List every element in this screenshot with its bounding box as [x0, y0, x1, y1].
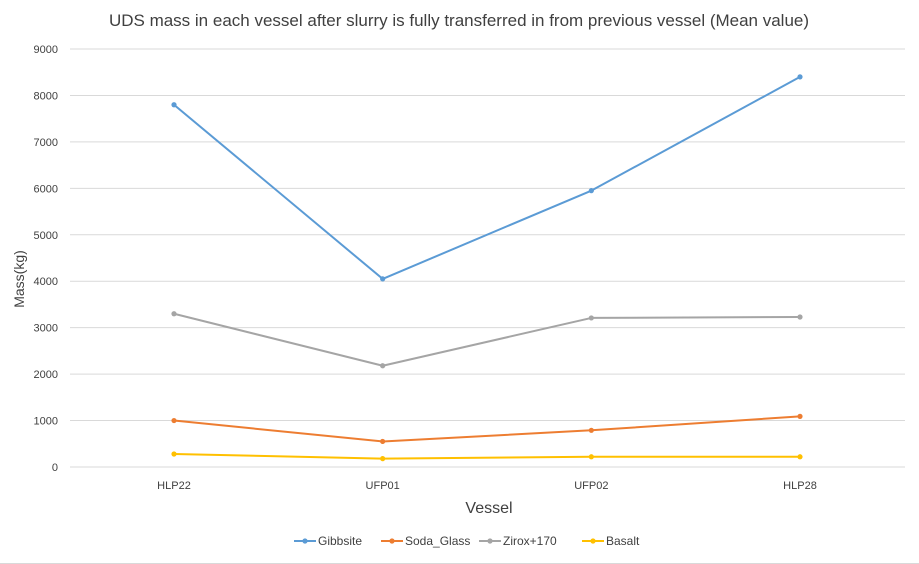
data-point	[380, 363, 386, 369]
legend: Gibbsite Soda_Glass Zirox+170 Basalt	[294, 534, 640, 548]
x-axis-title: Vessel	[465, 500, 512, 517]
legend-label: Zirox+170	[503, 534, 557, 548]
data-point	[171, 417, 177, 424]
y-tick-label: 0	[52, 462, 58, 474]
x-tick-label: UFP02	[574, 480, 608, 492]
series-soda-glass	[171, 413, 803, 445]
legend-label: Gibbsite	[318, 534, 362, 548]
legend-swatch-marker	[487, 538, 493, 544]
series-layer	[171, 74, 803, 462]
series-gibbsite	[171, 74, 803, 282]
y-tick-label: 4000	[34, 276, 58, 288]
data-point	[380, 438, 386, 445]
data-point	[380, 276, 386, 282]
series-line	[173, 452, 800, 460]
legend-label: Soda_Glass	[405, 534, 470, 548]
data-point	[797, 314, 803, 320]
x-tick-label: UFP01	[366, 480, 400, 492]
legend-swatch-marker	[302, 538, 308, 544]
data-point	[588, 427, 594, 433]
chart-title: UDS mass in each vessel after slurry is …	[109, 11, 809, 30]
x-tick-label: HLP22	[157, 480, 191, 492]
x-tick-label: HLP28	[783, 480, 817, 492]
y-tick-label: 2000	[34, 369, 58, 381]
data-point	[588, 315, 594, 321]
data-point	[171, 311, 177, 317]
gridlines	[70, 48, 905, 468]
x-axis-ticks: HLP22 UFP01 UFP02 HLP28	[157, 480, 817, 492]
series-line	[173, 312, 801, 367]
legend-swatch-marker	[590, 538, 596, 544]
y-tick-label: 1000	[34, 416, 58, 428]
series-line	[173, 415, 801, 443]
data-point	[171, 451, 177, 457]
y-axis-ticks: 0 1000 2000 3000 4000 5000 6000 7000 8000 9000	[34, 44, 58, 474]
y-tick-label: 8000	[34, 90, 58, 102]
data-point	[797, 454, 803, 460]
data-point	[797, 74, 803, 80]
legend-item: Zirox+170	[479, 534, 557, 548]
legend-item: Basalt	[582, 534, 640, 548]
series-line	[173, 75, 801, 280]
series-basalt	[171, 451, 803, 462]
data-point	[588, 454, 594, 460]
data-point	[797, 413, 803, 419]
data-point	[171, 102, 177, 108]
y-tick-label: 9000	[34, 44, 58, 56]
data-point	[588, 188, 594, 194]
legend-label: Basalt	[606, 534, 640, 548]
data-point	[380, 456, 386, 462]
series-zirox-170	[171, 311, 803, 369]
y-tick-label: 3000	[34, 323, 58, 335]
y-axis-title: Mass(kg)	[11, 250, 27, 308]
y-tick-label: 5000	[34, 230, 58, 242]
legend-item: Gibbsite	[294, 534, 362, 548]
legend-item: Soda_Glass	[381, 534, 470, 548]
y-tick-label: 7000	[34, 137, 58, 149]
y-tick-label: 6000	[34, 183, 58, 195]
legend-swatch-marker	[389, 538, 395, 544]
